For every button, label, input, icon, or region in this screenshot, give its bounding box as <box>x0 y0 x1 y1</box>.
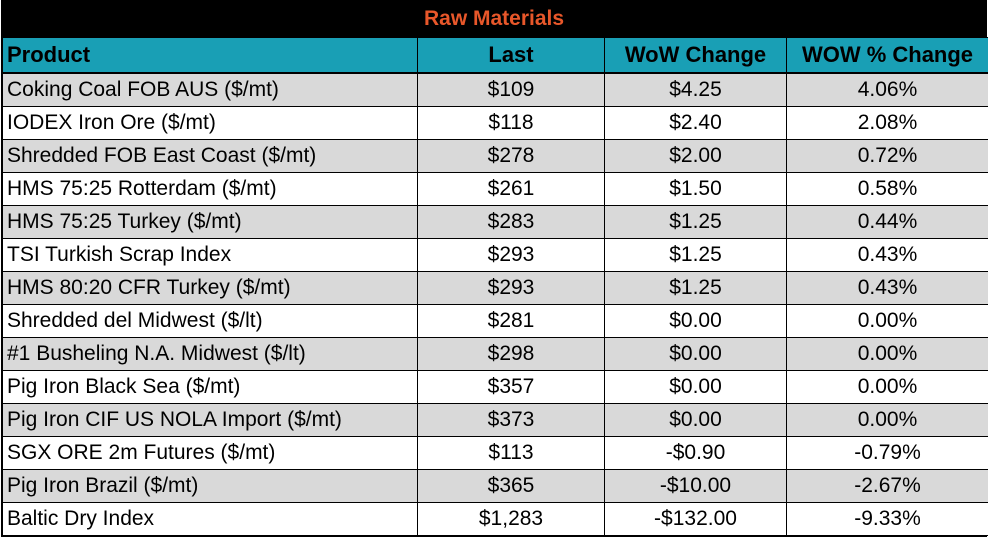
cell-product: SGX ORE 2m Futures ($/mt) <box>3 437 418 470</box>
cell-last: $109 <box>418 73 605 107</box>
cell-last: $118 <box>418 107 605 140</box>
cell-wow-change: $1.25 <box>605 206 787 239</box>
cell-wow-pct-change: 0.72% <box>787 140 988 173</box>
cell-wow-pct-change: 0.00% <box>787 305 988 338</box>
cell-last: $298 <box>418 338 605 371</box>
cell-wow-pct-change: 0.43% <box>787 272 988 305</box>
table-row: #1 Busheling N.A. Midwest ($/lt)$298$0.0… <box>3 338 988 371</box>
cell-product: Pig Iron Black Sea ($/mt) <box>3 371 418 404</box>
cell-wow-change: $0.00 <box>605 371 787 404</box>
cell-wow-change: $0.00 <box>605 305 787 338</box>
table-row: Baltic Dry Index$1,283-$132.00-9.33% <box>3 503 988 536</box>
cell-last: $293 <box>418 272 605 305</box>
cell-last: $281 <box>418 305 605 338</box>
cell-wow-change: $1.25 <box>605 239 787 272</box>
table-title: Raw Materials <box>2 1 986 37</box>
cell-product: HMS 75:25 Rotterdam ($/mt) <box>3 173 418 206</box>
cell-last: $357 <box>418 371 605 404</box>
cell-wow-change: -$0.90 <box>605 437 787 470</box>
cell-product: Pig Iron Brazil ($/mt) <box>3 470 418 503</box>
cell-wow-pct-change: 0.43% <box>787 239 988 272</box>
cell-wow-change: $2.00 <box>605 140 787 173</box>
cell-product: Baltic Dry Index <box>3 503 418 536</box>
cell-wow-change: $0.00 <box>605 404 787 437</box>
cell-product: Coking Coal FOB AUS ($/mt) <box>3 73 418 107</box>
cell-product: HMS 80:20 CFR Turkey ($/mt) <box>3 272 418 305</box>
cell-wow-change: $1.25 <box>605 272 787 305</box>
cell-wow-pct-change: -0.79% <box>787 437 988 470</box>
cell-wow-change: -$10.00 <box>605 470 787 503</box>
cell-last: $293 <box>418 239 605 272</box>
cell-wow-pct-change: 4.06% <box>787 73 988 107</box>
cell-last: $113 <box>418 437 605 470</box>
column-header-product: Product <box>3 38 418 74</box>
cell-product: TSI Turkish Scrap Index <box>3 239 418 272</box>
cell-product: #1 Busheling N.A. Midwest ($/lt) <box>3 338 418 371</box>
column-header-wow-change: WoW Change <box>605 38 787 74</box>
cell-product: Shredded del Midwest ($/lt) <box>3 305 418 338</box>
table-header: Product Last WoW Change WOW % Change <box>3 38 988 74</box>
cell-last: $278 <box>418 140 605 173</box>
cell-wow-pct-change: 0.44% <box>787 206 988 239</box>
cell-wow-pct-change: 0.00% <box>787 404 988 437</box>
cell-wow-pct-change: 0.58% <box>787 173 988 206</box>
cell-wow-change: $1.50 <box>605 173 787 206</box>
cell-wow-change: $4.25 <box>605 73 787 107</box>
cell-product: Pig Iron CIF US NOLA Import ($/mt) <box>3 404 418 437</box>
cell-last: $1,283 <box>418 503 605 536</box>
cell-last: $261 <box>418 173 605 206</box>
cell-wow-pct-change: 0.00% <box>787 338 988 371</box>
cell-wow-pct-change: 0.00% <box>787 371 988 404</box>
cell-wow-pct-change: -9.33% <box>787 503 988 536</box>
raw-materials-table: Product Last WoW Change WOW % Change Cok… <box>2 37 988 536</box>
cell-wow-change: $0.00 <box>605 338 787 371</box>
table-row: SGX ORE 2m Futures ($/mt)$113-$0.90-0.79… <box>3 437 988 470</box>
column-header-wow-pct-change: WOW % Change <box>787 38 988 74</box>
cell-last: $373 <box>418 404 605 437</box>
cell-wow-change: $2.40 <box>605 107 787 140</box>
header-row: Product Last WoW Change WOW % Change <box>3 38 988 74</box>
table-row: Pig Iron CIF US NOLA Import ($/mt)$373$0… <box>3 404 988 437</box>
cell-last: $283 <box>418 206 605 239</box>
cell-wow-pct-change: 2.08% <box>787 107 988 140</box>
column-header-last: Last <box>418 38 605 74</box>
cell-wow-change: -$132.00 <box>605 503 787 536</box>
cell-last: $365 <box>418 470 605 503</box>
cell-product: HMS 75:25 Turkey ($/mt) <box>3 206 418 239</box>
table-row: Pig Iron Brazil ($/mt)$365-$10.00-2.67% <box>3 470 988 503</box>
cell-product: IODEX Iron Ore ($/mt) <box>3 107 418 140</box>
cell-product: Shredded FOB East Coast ($/mt) <box>3 140 418 173</box>
cell-wow-pct-change: -2.67% <box>787 470 988 503</box>
